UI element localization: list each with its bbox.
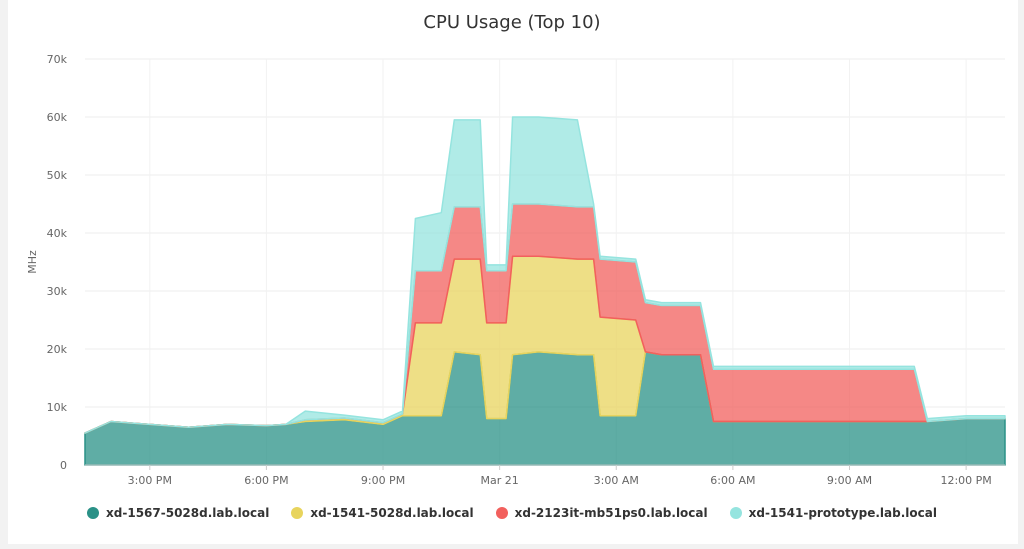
x-tick-label: 9:00 PM: [361, 474, 405, 487]
legend-marker-icon: [87, 507, 100, 519]
y-tick-label: 50k: [47, 169, 68, 182]
legend: xd-1567-5028d.lab.local xd-1541-5028d.lab…: [0, 503, 1024, 523]
legend-item-1[interactable]: xd-1567-5028d.lab.local: [87, 503, 269, 523]
y-tick-label: 0: [60, 459, 67, 472]
x-tick-label: 6:00 AM: [710, 474, 755, 487]
y-tick-label: 60k: [47, 111, 68, 124]
x-tick-label: 6:00 PM: [244, 474, 288, 487]
x-tick-label: 12:00 PM: [940, 474, 991, 487]
legend-marker-icon: [495, 507, 508, 519]
chart-title: CPU Usage (Top 10): [423, 12, 601, 33]
legend-item-4[interactable]: xd-1541-prototype.lab.local: [729, 503, 937, 523]
legend-label: xd-1541-prototype.lab.local: [748, 506, 937, 520]
x-tick-label: 3:00 PM: [128, 474, 172, 487]
area-layer: [84, 116, 1006, 466]
y-tick-label: 70k: [47, 53, 68, 66]
y-tick-label: 40k: [47, 227, 68, 240]
legend-label: xd-1541-5028d.lab.local: [310, 506, 474, 520]
x-tick-label: 3:00 AM: [594, 474, 639, 487]
y-tick-label: 20k: [47, 343, 68, 356]
legend-marker-icon: [729, 507, 742, 519]
legend-item-2[interactable]: xd-1541-5028d.lab.local: [291, 503, 474, 523]
axis-layer: 0 10k 20k 30k 40k 50k 60k 70k 3:00 PM 6:00 PM 9:00…: [47, 53, 1005, 487]
legend-label: xd-1567-5028d.lab.local: [106, 506, 270, 520]
legend-marker-icon: [291, 507, 304, 519]
x-tick-label: 9:00 AM: [827, 474, 872, 487]
legend-item-3[interactable]: xd-2123it-mb51ps0.lab.local: [495, 503, 708, 523]
y-axis-label: MHz: [26, 250, 39, 274]
y-tick-label: 10k: [47, 401, 68, 414]
y-tick-label: 30k: [47, 285, 68, 298]
chart-area: 0 10k 20k 30k 40k 50k 60k 70k 3:00 PM 6:00 PM 9:00…: [26, 53, 1006, 487]
legend-label: xd-2123it-mb51ps0.lab.local: [514, 506, 708, 520]
x-tick-label: Mar 21: [481, 474, 519, 487]
series-area-4[interactable]: [84, 116, 1006, 434]
